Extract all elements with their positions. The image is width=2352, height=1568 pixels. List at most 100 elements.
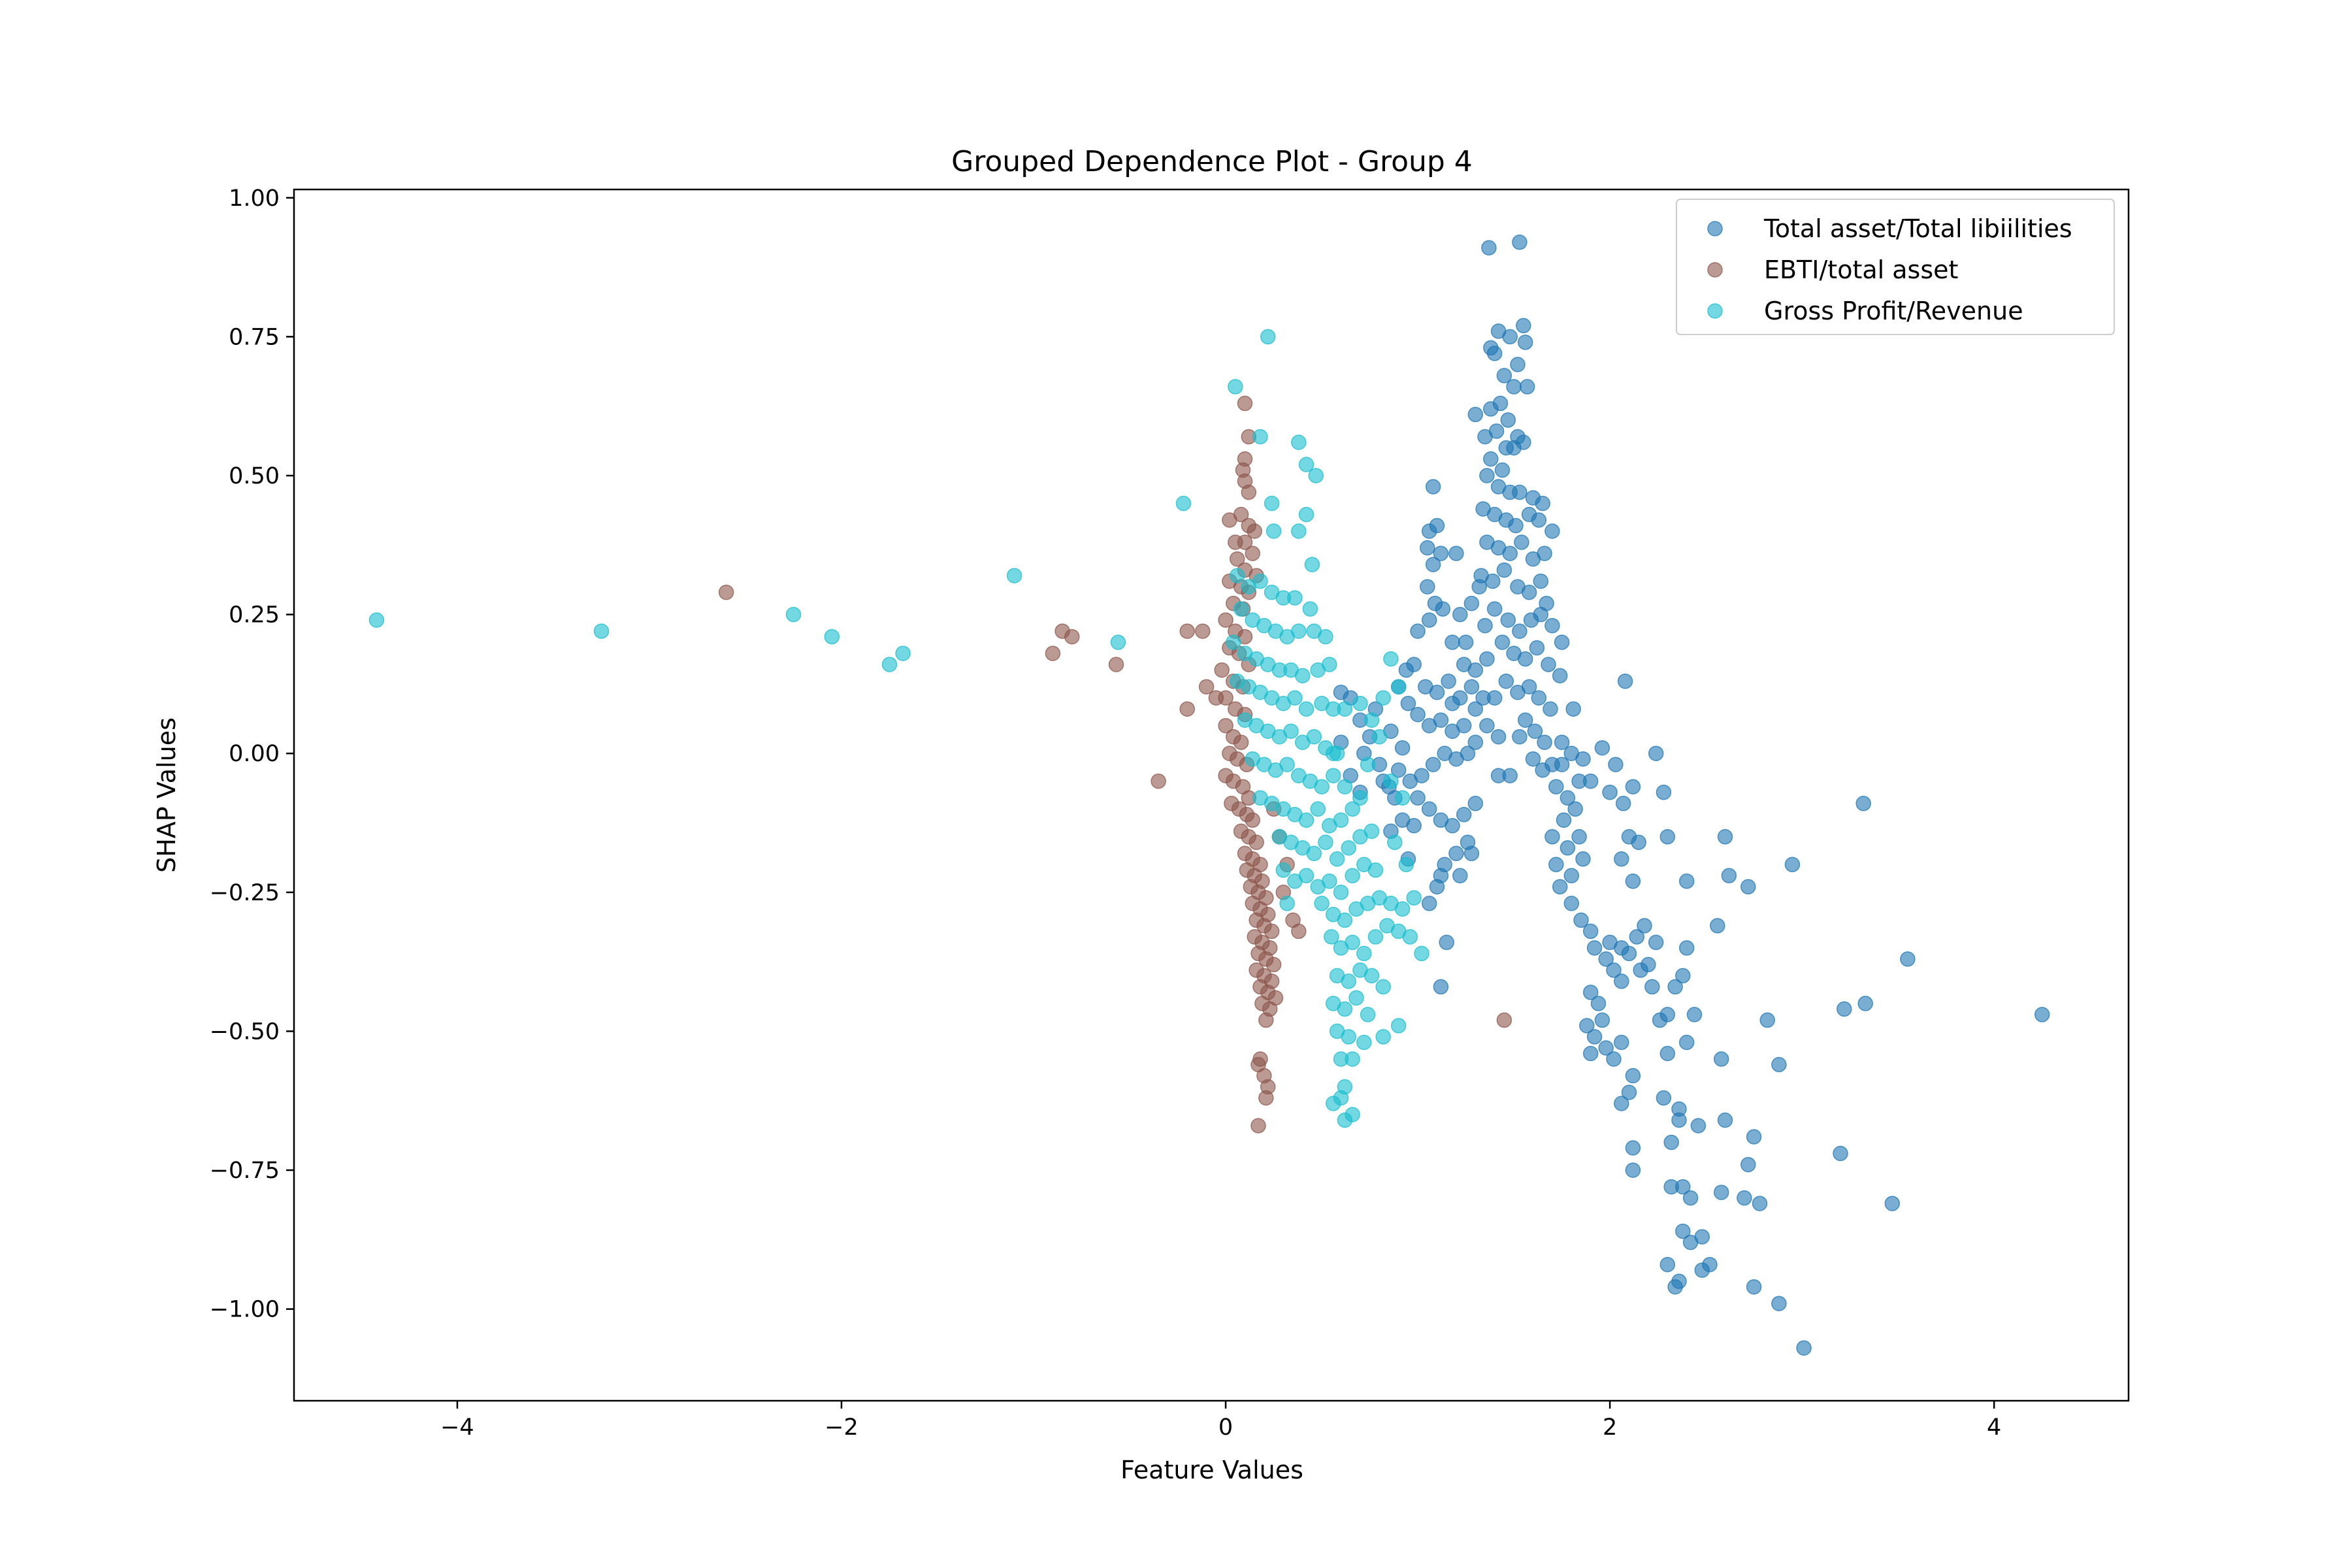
data-point [718, 584, 734, 600]
data-point [1517, 651, 1533, 667]
data-point [1337, 701, 1353, 717]
data-point [1629, 929, 1645, 945]
data-point [1390, 1018, 1407, 1034]
data-point [1214, 662, 1230, 678]
data-point [1573, 912, 1589, 928]
data-point [1233, 734, 1249, 750]
data-point [1250, 1118, 1266, 1134]
data-point [1375, 979, 1391, 995]
data-point [1759, 1012, 1775, 1028]
data-point [1229, 551, 1245, 567]
y-tick-label: −0.25 [210, 880, 280, 906]
data-point [1108, 657, 1124, 672]
data-point [1318, 834, 1333, 851]
data-point [1228, 379, 1243, 395]
data-point [1435, 601, 1451, 617]
data-point [1398, 662, 1414, 678]
data-point [1857, 996, 1873, 1011]
data-point [1477, 617, 1493, 634]
data-point [1652, 1012, 1668, 1028]
data-point [1740, 1156, 1756, 1173]
data-point [1324, 929, 1339, 945]
data-point [1445, 695, 1460, 711]
data-point [1367, 929, 1384, 945]
data-point [1298, 506, 1315, 523]
data-point [1329, 851, 1345, 867]
data-point [1463, 845, 1480, 862]
data-point [1625, 874, 1641, 889]
data-point [1394, 740, 1411, 756]
data-point [1364, 968, 1380, 984]
data-point [1006, 568, 1022, 583]
data-point [1110, 634, 1126, 650]
data-point [1421, 896, 1437, 911]
data-point [1467, 734, 1484, 750]
data-point [1298, 868, 1315, 884]
data-point [1617, 673, 1633, 689]
data-point [1322, 874, 1337, 889]
data-point [1264, 495, 1280, 512]
data-point [1625, 1140, 1641, 1156]
data-point [1541, 657, 1556, 672]
data-point [1648, 934, 1664, 951]
data-point [1516, 318, 1531, 334]
data-point [1249, 834, 1264, 851]
data-point [1615, 796, 1631, 811]
data-point [368, 612, 385, 628]
data-point [1198, 679, 1215, 694]
data-point [1608, 757, 1624, 772]
data-point [1275, 862, 1292, 878]
data-point [1394, 790, 1411, 806]
data-point [1554, 734, 1570, 750]
data-point [1445, 818, 1460, 834]
data-point [1433, 979, 1449, 995]
data-point [1494, 462, 1511, 478]
data-point [1445, 634, 1460, 650]
data-point [1179, 623, 1195, 639]
data-point [1582, 985, 1599, 1000]
data-point [1352, 790, 1368, 806]
data-point [1410, 623, 1426, 639]
data-point [1390, 679, 1407, 694]
data-point [1537, 734, 1552, 750]
data-point [1287, 690, 1303, 706]
data-point [1218, 717, 1233, 734]
data-point [1252, 573, 1268, 589]
data-point [1543, 701, 1558, 717]
data-point [1245, 546, 1260, 561]
data-point [1486, 601, 1503, 617]
data-point [1602, 784, 1618, 800]
data-point [1456, 717, 1472, 734]
data-point [1467, 662, 1484, 678]
series-2 [718, 395, 1512, 1134]
data-point [1519, 379, 1535, 395]
data-point [1527, 723, 1543, 739]
data-point [1237, 534, 1253, 550]
data-point [1737, 1190, 1752, 1206]
data-point [1325, 745, 1341, 761]
data-point [1333, 1090, 1349, 1106]
data-point [1325, 768, 1341, 783]
x-axis: −4 −2 0 2 4 [440, 1401, 2001, 1441]
data-point [1837, 1001, 1852, 1017]
data-point [1322, 657, 1337, 672]
data-point [1195, 623, 1211, 639]
data-point [1233, 506, 1249, 523]
data-point [1667, 1279, 1683, 1295]
data-point [1333, 684, 1349, 700]
data-point [1552, 668, 1568, 683]
data-point [1796, 1340, 1812, 1356]
data-point [1345, 801, 1360, 817]
y-tick-label: 0.00 [229, 741, 280, 767]
y-tick-label: −0.50 [210, 1019, 280, 1045]
data-point [1544, 617, 1560, 634]
data-point [1337, 1112, 1353, 1128]
data-point [1717, 829, 1733, 845]
data-point [1533, 606, 1549, 623]
data-point [1512, 623, 1527, 639]
data-point [1337, 912, 1353, 928]
data-point [1488, 423, 1505, 439]
data-point [1631, 834, 1646, 851]
data-point [1575, 851, 1591, 867]
